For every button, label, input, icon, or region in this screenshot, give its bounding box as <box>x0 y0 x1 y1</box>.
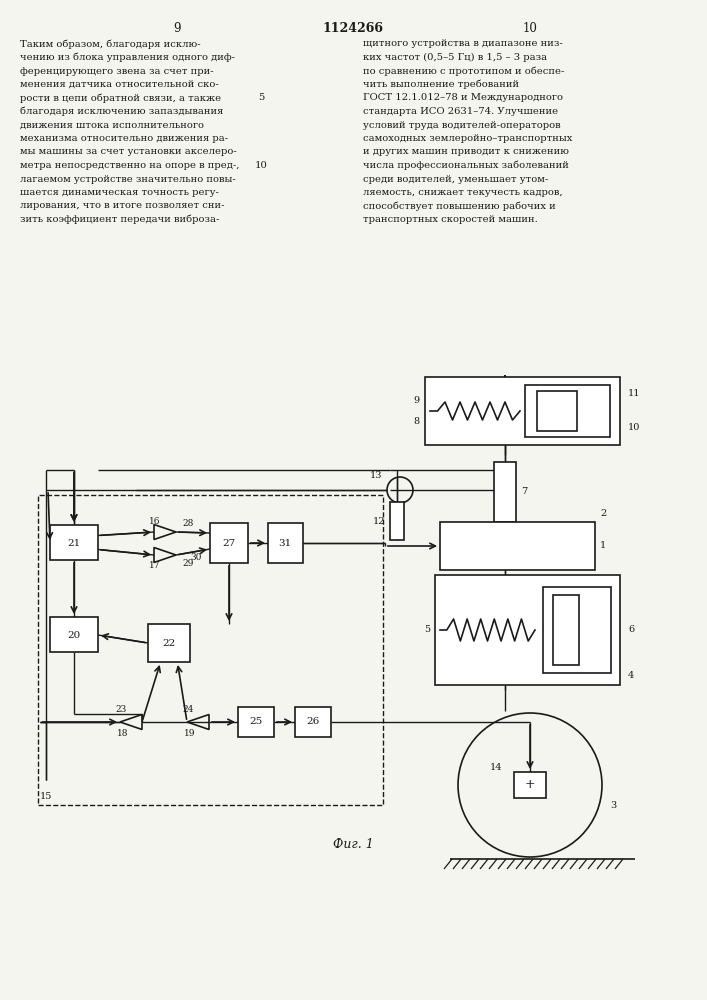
Text: 5: 5 <box>258 94 264 103</box>
Text: 4: 4 <box>628 670 634 680</box>
Text: 8: 8 <box>414 417 420 426</box>
Bar <box>514 772 546 798</box>
Text: Фиг. 1: Фиг. 1 <box>332 838 373 852</box>
Text: ляемость, снижает текучесть кадров,: ляемость, снижает текучесть кадров, <box>363 188 563 197</box>
Bar <box>295 707 331 737</box>
Text: мы машины за счет установки акселеро-: мы машины за счет установки акселеро- <box>20 147 237 156</box>
Text: 30: 30 <box>190 554 201 562</box>
Text: 10: 10 <box>522 21 537 34</box>
Text: 23: 23 <box>115 706 127 714</box>
Text: 26: 26 <box>306 718 320 726</box>
Text: лирования, что в итоге позволяет сни-: лирования, что в итоге позволяет сни- <box>20 202 225 211</box>
Text: чить выполнение требований: чить выполнение требований <box>363 80 519 89</box>
Text: чению из блока управления одного диф-: чению из блока управления одного диф- <box>20 53 235 62</box>
Bar <box>440 522 595 570</box>
Text: щитного устройства в диапазоне низ-: щитного устройства в диапазоне низ- <box>363 39 563 48</box>
Text: по сравнению с прототипом и обеспе-: по сравнению с прототипом и обеспе- <box>363 66 564 76</box>
Text: 6: 6 <box>628 626 634 635</box>
Bar <box>238 707 274 737</box>
Bar <box>553 595 579 665</box>
Text: 2: 2 <box>600 510 606 518</box>
Bar <box>525 385 610 437</box>
Text: 7: 7 <box>521 488 527 496</box>
Text: рости в цепи обратной связи, а также: рости в цепи обратной связи, а также <box>20 93 221 103</box>
Bar <box>435 575 620 685</box>
Text: 10: 10 <box>255 161 268 170</box>
Text: 1124266: 1124266 <box>322 21 383 34</box>
Text: благодаря исключению запаздывания: благодаря исключению запаздывания <box>20 107 223 116</box>
Text: 14: 14 <box>489 762 502 772</box>
Text: 3: 3 <box>610 800 617 810</box>
Text: метра непосредственно на опоре в пред-,: метра непосредственно на опоре в пред-, <box>20 161 240 170</box>
Text: 9: 9 <box>173 21 181 34</box>
Bar <box>50 525 98 560</box>
Text: 20: 20 <box>67 631 81 640</box>
Text: 19: 19 <box>184 728 196 738</box>
Text: условий труда водителей-операторов: условий труда водителей-операторов <box>363 120 561 129</box>
Text: шается динамическая точность регу-: шается динамическая точность регу- <box>20 188 219 197</box>
Text: числа профессиональных заболеваний: числа профессиональных заболеваний <box>363 161 569 170</box>
Text: 27: 27 <box>223 538 235 548</box>
Text: 31: 31 <box>279 538 291 548</box>
Text: 9: 9 <box>414 396 420 405</box>
Text: 24: 24 <box>182 706 194 714</box>
Bar <box>148 624 190 662</box>
Text: 11: 11 <box>628 389 641 398</box>
Bar <box>543 587 611 673</box>
Text: 15: 15 <box>40 792 52 801</box>
Text: 28: 28 <box>182 520 194 528</box>
Bar <box>494 462 516 522</box>
Text: 25: 25 <box>250 718 262 726</box>
Bar <box>537 391 577 431</box>
Text: ференцирующего звена за счет при-: ференцирующего звена за счет при- <box>20 66 214 76</box>
Text: +: + <box>525 778 535 792</box>
Text: механизма относительно движения ра-: механизма относительно движения ра- <box>20 134 228 143</box>
Text: 1: 1 <box>600 542 606 550</box>
Text: движения штока исполнительного: движения штока исполнительного <box>20 120 204 129</box>
Bar <box>50 617 98 652</box>
Bar <box>210 523 248 563</box>
Bar <box>390 502 404 540</box>
Text: способствует повышению рабочих и: способствует повышению рабочих и <box>363 201 556 211</box>
Bar <box>38 495 383 805</box>
Text: лагаемом устройстве значительно повы-: лагаемом устройстве значительно повы- <box>20 174 235 184</box>
Text: 18: 18 <box>117 728 129 738</box>
Text: 5: 5 <box>424 626 430 635</box>
Text: 10: 10 <box>628 424 641 432</box>
Text: 16: 16 <box>149 518 160 526</box>
Text: 22: 22 <box>163 639 175 648</box>
Text: зить коэффициент передачи виброза-: зить коэффициент передачи виброза- <box>20 215 219 224</box>
Text: Таким образом, благодаря исклю-: Таким образом, благодаря исклю- <box>20 39 201 49</box>
Bar <box>425 377 620 445</box>
Text: менения датчика относительной ско-: менения датчика относительной ско- <box>20 80 218 89</box>
Text: стандарта ИСО 2631–74. Улучшение: стандарта ИСО 2631–74. Улучшение <box>363 107 558 116</box>
Text: 13: 13 <box>370 472 382 481</box>
Text: 29: 29 <box>182 558 194 568</box>
Text: 17: 17 <box>149 562 160 570</box>
Text: и других машин приводит к снижению: и других машин приводит к снижению <box>363 147 569 156</box>
Text: 21: 21 <box>67 538 81 548</box>
Text: 12: 12 <box>373 516 385 526</box>
Bar <box>268 523 303 563</box>
Text: ГОСТ 12.1.012–78 и Международного: ГОСТ 12.1.012–78 и Международного <box>363 94 563 103</box>
Text: транспортных скоростей машин.: транспортных скоростей машин. <box>363 215 538 224</box>
Text: ких частот (0,5–5 Гц) в 1,5 – 3 раза: ких частот (0,5–5 Гц) в 1,5 – 3 раза <box>363 53 547 62</box>
Text: самоходных землеройно–транспортных: самоходных землеройно–транспортных <box>363 134 573 143</box>
Text: среди водителей, уменьшает утом-: среди водителей, уменьшает утом- <box>363 174 548 184</box>
